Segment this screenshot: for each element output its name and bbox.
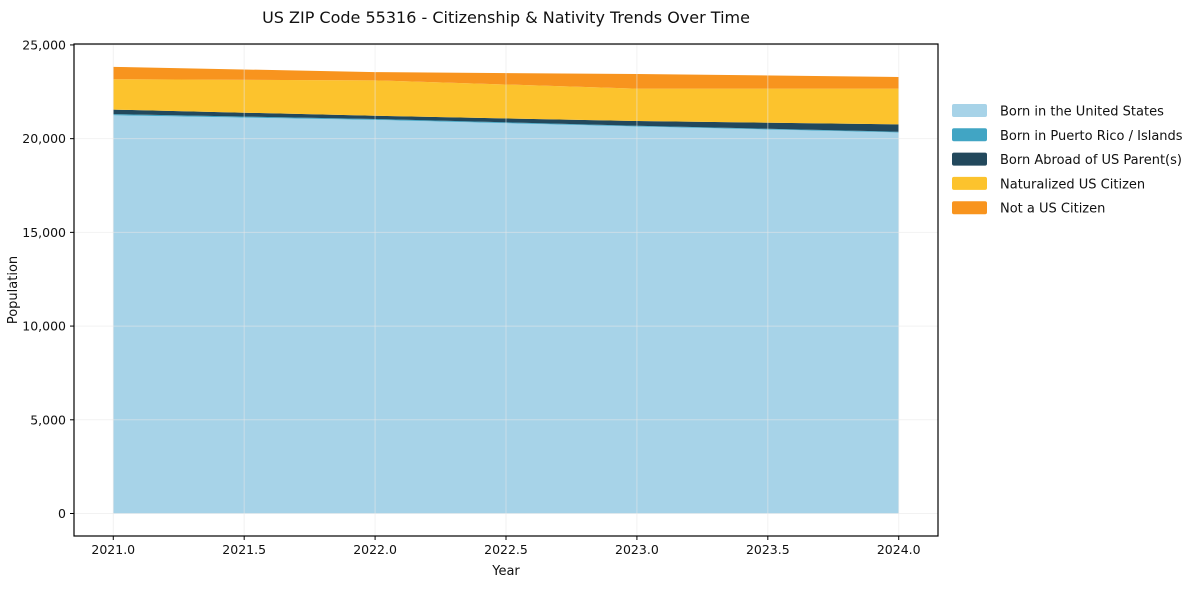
legend-swatch-born-in-puerto-rico-islands: [952, 128, 987, 142]
axis-ticks-layer: [70, 44, 900, 540]
area-born-in-puerto-rico-islands: [113, 114, 899, 133]
x-tick-label: 2024.0: [877, 542, 921, 557]
x-tick-label: 2023.0: [615, 542, 659, 557]
y-tick-label: 20,000: [22, 131, 66, 146]
legend-swatch-born-abroad-of-us-parent-s: [952, 152, 987, 166]
legend-item-not-a-us-citizen: Not a US Citizen: [952, 201, 1105, 217]
y-tick-label: 10,000: [22, 319, 66, 334]
x-tick-label: 2021.0: [91, 542, 135, 557]
chart-title: US ZIP Code 55316 - Citizenship & Nativi…: [262, 8, 750, 27]
y-tick-label: 25,000: [22, 37, 66, 52]
legend-swatch-not-a-us-citizen: [952, 201, 987, 215]
legend-label: Born in Puerto Rico / Islands: [1000, 129, 1183, 144]
legend-item-born-in-puerto-rico-islands: Born in Puerto Rico / Islands: [952, 128, 1183, 144]
x-tick-label: 2022.0: [353, 542, 397, 557]
y-axis-label: Population: [6, 256, 21, 324]
legend-label: Naturalized US Citizen: [1000, 177, 1145, 192]
x-tick-label: 2023.5: [746, 542, 790, 557]
legend-item-naturalized-us-citizen: Naturalized US Citizen: [952, 176, 1145, 192]
legend: Born in the United States Born in Puerto …: [952, 104, 1183, 217]
y-tick-label: 0: [58, 506, 66, 521]
y-tick-label: 5,000: [30, 412, 66, 427]
legend-swatch-born-in-the-united-states: [952, 104, 987, 117]
x-tick-label: 2022.5: [484, 542, 528, 557]
x-tick-label: 2021.5: [222, 542, 266, 557]
legend-item-born-abroad-of-us-parent-s: Born Abroad of US Parent(s): [952, 152, 1182, 168]
tick-labels-layer: 2021.0 2021.5 2022.0 2022.5 2023.0 2023.5 2024…: [22, 37, 920, 557]
legend-swatch-naturalized-us-citizen: [952, 176, 987, 190]
y-tick-label: 15,000: [22, 225, 66, 240]
x-axis-label: Year: [491, 564, 520, 579]
legend-label: Born in the United States: [1000, 105, 1164, 120]
gridlines-layer: [74, 44, 938, 536]
legend-label: Not a US Citizen: [1000, 202, 1105, 217]
legend-label: Born Abroad of US Parent(s): [1000, 153, 1182, 168]
legend-item-born-in-the-united-states: Born in the United States: [952, 104, 1164, 120]
